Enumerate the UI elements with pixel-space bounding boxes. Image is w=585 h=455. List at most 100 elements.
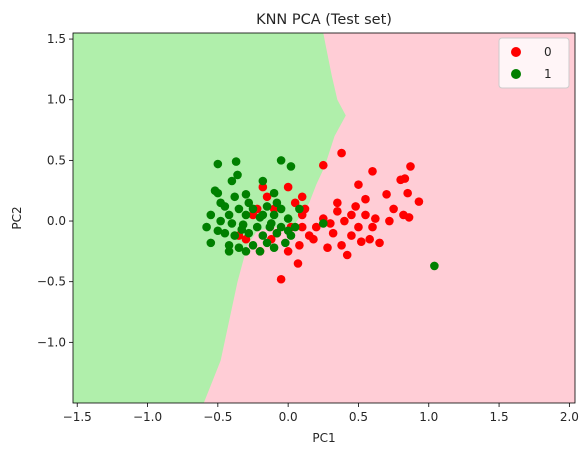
scatter-point-class-0	[351, 202, 360, 211]
scatter-point-class-0	[323, 243, 332, 253]
legend-label-class-1: 1	[544, 67, 552, 81]
scatter-point-class-1	[252, 222, 262, 232]
scatter-point-class-0	[382, 190, 391, 199]
x-tick-label: 1.5	[490, 410, 509, 424]
scatter-point-class-1	[269, 188, 279, 198]
scatter-point-class-1	[237, 225, 247, 234]
scatter-point-class-0	[283, 247, 293, 256]
scatter-point-class-1	[276, 156, 286, 165]
scatter-point-class-0	[354, 180, 363, 189]
scatter-point-class-1	[244, 228, 254, 238]
scatter-point-class-0	[342, 250, 352, 260]
scatter-point-class-1	[230, 231, 240, 240]
scatter-point-class-1	[262, 238, 272, 248]
x-tick-label: 0.0	[279, 410, 298, 424]
x-axis-label: PC1	[312, 431, 335, 445]
scatter-point-class-1	[241, 210, 251, 220]
scatter-point-class-1	[227, 219, 237, 228]
scatter-point-class-0	[361, 194, 370, 204]
scatter-point-class-1	[276, 222, 286, 232]
x-tick-label: 0.5	[349, 410, 368, 424]
scatter-point-class-1	[244, 198, 254, 208]
scatter-point-class-0	[371, 214, 380, 223]
scatter-point-class-1	[272, 228, 282, 238]
scatter-point-class-1	[224, 210, 234, 220]
scatter-point-class-0	[297, 222, 307, 232]
scatter-point-class-1	[430, 261, 439, 271]
scatter-point-class-0	[290, 198, 300, 208]
scatter-point-class-1	[213, 159, 223, 169]
plot-area	[73, 33, 575, 403]
scatter-point-class-0	[276, 274, 286, 284]
scatter-point-class-1	[206, 238, 216, 248]
scatter-point-class-1	[255, 247, 265, 256]
y-tick-label: 1.0	[47, 93, 66, 107]
x-axis: −1.5 −1.0 −0.5 0.0 0.5 1.0 1.5 2.0	[63, 403, 579, 424]
scatter-point-class-0	[414, 197, 424, 206]
scatter-point-class-1	[248, 204, 258, 214]
scatter-point-class-1	[234, 243, 244, 253]
scatter-point-class-0	[333, 207, 342, 216]
scatter-point-class-0	[368, 166, 377, 176]
scatter-point-class-0	[400, 174, 410, 183]
scatter-point-class-0	[337, 240, 346, 250]
scatter-point-class-1	[262, 202, 272, 211]
legend-box	[498, 37, 570, 89]
scatter-point-class-1	[269, 210, 279, 220]
scatter-point-class-0	[262, 192, 272, 202]
scatter-point-class-1	[213, 226, 223, 236]
scatter-point-class-1	[269, 243, 279, 253]
scatter-point-class-1	[258, 231, 268, 240]
scatter-point-class-0	[404, 213, 414, 222]
scatter-point-class-1	[224, 240, 234, 250]
scatter-point-class-1	[202, 222, 211, 232]
scatter-point-class-0	[337, 148, 346, 158]
scatter-point-class-1	[227, 176, 237, 186]
scatter-point-class-0	[295, 240, 304, 250]
x-tick-label: 1.0	[419, 410, 438, 424]
y-tick-label: 1.5	[47, 32, 66, 46]
scatter-point-class-1	[318, 219, 328, 228]
scatter-point-class-0	[375, 238, 384, 248]
scatter-point-class-0	[365, 234, 375, 244]
scatter-point-class-1	[216, 216, 225, 226]
plot-frame	[72, 32, 576, 404]
scatter-point-class-0	[293, 259, 303, 268]
scatter-point-class-0	[385, 216, 394, 226]
scatter-point-class-1	[265, 222, 275, 232]
scatter-point-class-0	[389, 204, 398, 214]
scatter-point-class-0	[283, 182, 293, 192]
scatter-point-class-1	[272, 198, 282, 208]
scatter-point-class-1	[224, 247, 234, 256]
chart-title: KNN PCA (Test set)	[256, 12, 392, 28]
scatter-point-class-0	[309, 234, 318, 244]
scatter-point-class-0	[328, 228, 338, 238]
scatter-point-class-0	[297, 192, 307, 202]
scatter-point-class-0	[318, 160, 328, 170]
scatter-point-class-1	[241, 190, 251, 199]
scatter-point-class-0	[406, 162, 415, 171]
x-tick-label: −1.5	[63, 410, 92, 424]
scatter-point-class-1	[210, 186, 220, 196]
scatter-point-class-1	[248, 240, 258, 250]
scatter-point-class-0	[340, 216, 349, 226]
scatter-point-class-0	[248, 210, 258, 220]
scatter-point-class-1	[290, 222, 300, 232]
scatter-point-class-1	[220, 228, 230, 238]
x-tick-label: −0.5	[203, 410, 232, 424]
scatter-point-class-1	[233, 170, 242, 180]
scatter-point-class-0	[354, 222, 363, 232]
scatter-point-class-1	[283, 214, 293, 223]
scatter-point-class-0	[311, 222, 321, 232]
scatter-point-class-0	[356, 237, 366, 246]
scatter-point-class-1	[230, 192, 240, 202]
scatter-point-class-1	[283, 226, 293, 236]
x-tick-label: 2.0	[560, 410, 579, 424]
y-axis-label: PC2	[10, 206, 24, 229]
legend-marker-class-0	[511, 47, 521, 57]
scatter-point-class-0	[361, 210, 370, 220]
y-tick-label: 0.5	[47, 153, 66, 167]
legend: 0 1	[498, 37, 570, 89]
scatter-point-class-1	[241, 247, 251, 256]
